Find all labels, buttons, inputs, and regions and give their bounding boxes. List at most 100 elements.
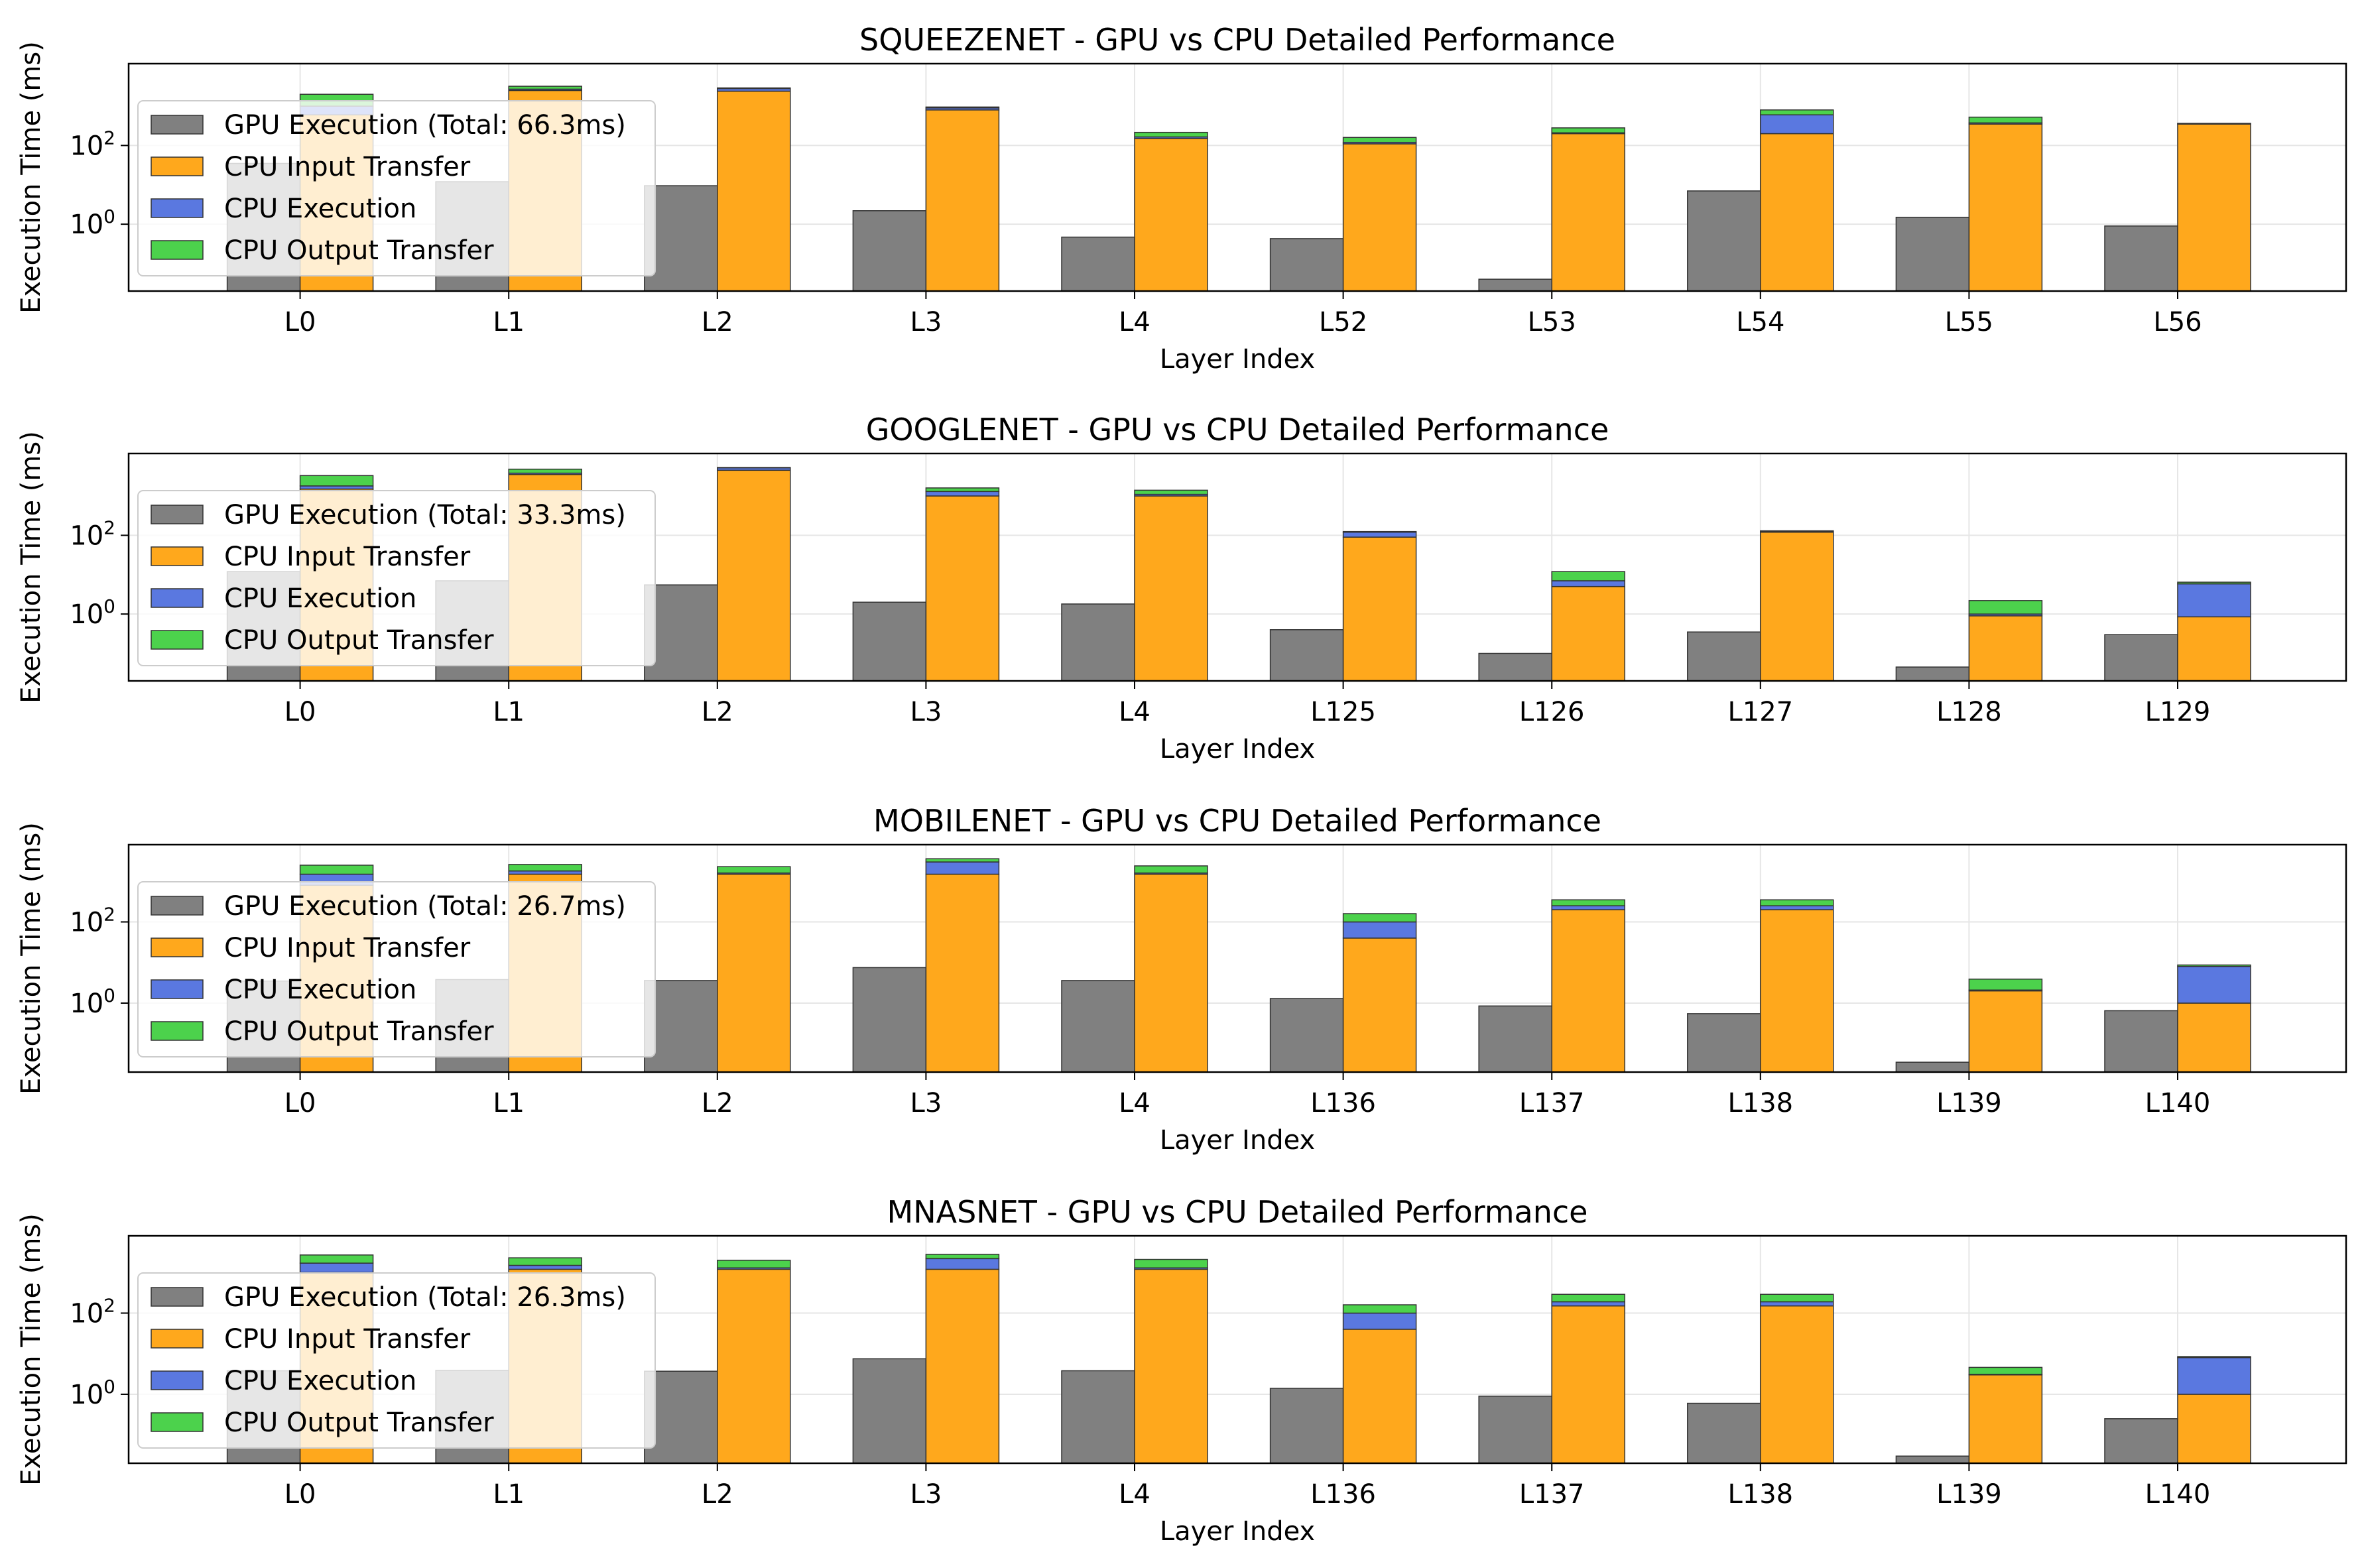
legend-label: CPU Execution xyxy=(224,1366,416,1396)
bar-gpu xyxy=(2104,634,2178,682)
x-tick-label: L3 xyxy=(910,1088,942,1118)
bar-cpu-output xyxy=(2177,964,2251,967)
chart-panel-2: MOBILENET - GPU vs CPU Detailed Performa… xyxy=(16,803,2347,1156)
x-tick-label: L54 xyxy=(1736,307,1784,337)
bar-cpu-input xyxy=(1760,531,1834,682)
plot-frame xyxy=(127,1235,2347,1465)
legend-swatch xyxy=(151,979,204,999)
x-tick-label: L125 xyxy=(1310,697,1376,727)
chart-title: GOOGLENET - GPU vs CPU Detailed Performa… xyxy=(866,412,1609,448)
bar-gpu xyxy=(1687,631,1761,682)
bar-gpu xyxy=(1061,603,1135,682)
bar-cpu-input xyxy=(1342,536,1417,682)
bar-cpu-input xyxy=(1760,909,1834,1073)
x-tick-label: L128 xyxy=(1936,697,2002,727)
bar-cpu-input xyxy=(1134,138,1208,292)
y-tick-label: 100 xyxy=(70,206,115,240)
bar-gpu xyxy=(852,1358,927,1464)
bar-gpu xyxy=(1269,1388,1344,1464)
y-tick-label: 100 xyxy=(70,1376,115,1410)
x-tick-label: L55 xyxy=(1945,307,1993,337)
legend-label: CPU Execution xyxy=(224,194,416,224)
bar-gpu xyxy=(1061,236,1135,292)
legend-swatch xyxy=(151,896,204,916)
bar-cpu-input xyxy=(1968,615,2043,682)
bar-cpu-output xyxy=(1134,865,1208,874)
legend: GPU Execution (Total: 33.3ms) CPU Input T… xyxy=(137,490,656,666)
y-tick-label: 102 xyxy=(70,904,115,938)
bar-cpu-output xyxy=(1760,530,1834,532)
x-tick-label: L2 xyxy=(702,1479,733,1510)
x-tick-label: L1 xyxy=(493,307,525,337)
bar-gpu xyxy=(644,185,718,292)
legend-label: GPU Execution (Total: 26.3ms) xyxy=(224,1282,626,1313)
x-tick-label: L2 xyxy=(702,1088,733,1118)
bar-cpu-output xyxy=(1760,1294,1834,1303)
bar-gpu xyxy=(1478,652,1552,682)
legend-swatch xyxy=(151,588,204,608)
bar-cpu-output xyxy=(1968,116,2043,124)
x-axis-label: Layer Index xyxy=(1160,344,1315,375)
legend-swatch xyxy=(151,630,204,650)
legend-label: CPU Input Transfer xyxy=(224,1324,471,1355)
bar-gpu xyxy=(1478,1396,1552,1464)
legend-label: CPU Execution xyxy=(224,583,416,614)
bar-gpu xyxy=(1478,278,1552,292)
legend-label: CPU Output Transfer xyxy=(224,625,494,656)
x-tick-label: L4 xyxy=(1119,697,1151,727)
legend-box xyxy=(137,490,656,666)
legend-label: CPU Input Transfer xyxy=(224,152,471,182)
legend-swatch xyxy=(151,1329,204,1349)
bar-cpu-input xyxy=(717,469,791,682)
x-tick-label: L2 xyxy=(702,697,733,727)
legend-swatch xyxy=(151,156,204,176)
bar-gpu xyxy=(852,601,927,682)
bar-cpu-output xyxy=(1968,600,2043,615)
legend-box xyxy=(137,1272,656,1449)
legend-label: GPU Execution (Total: 33.3ms) xyxy=(224,500,626,530)
bar-gpu xyxy=(1061,980,1135,1073)
bar-cpu-exec xyxy=(2177,965,2251,1004)
x-tick-label: L139 xyxy=(1936,1479,2002,1510)
bar-gpu xyxy=(2104,225,2178,292)
legend-swatch xyxy=(151,1287,204,1307)
x-tick-label: L0 xyxy=(284,307,316,337)
legend: GPU Execution (Total: 26.3ms) CPU Input T… xyxy=(137,1272,656,1449)
plot-frame xyxy=(127,843,2347,1073)
bar-cpu-output xyxy=(1760,899,1834,906)
bar-cpu-output xyxy=(717,87,791,90)
bar-cpu-input xyxy=(1551,133,1625,292)
y-axis-label: Execution Time (ms) xyxy=(16,1213,46,1486)
bar-cpu-output xyxy=(1760,109,1834,115)
bar-gpu xyxy=(1895,216,1970,292)
x-tick-label: L56 xyxy=(2153,307,2202,337)
bar-gpu xyxy=(1895,666,1970,682)
x-tick-label: L0 xyxy=(284,1479,316,1510)
bar-cpu-output xyxy=(1134,1258,1208,1269)
bar-cpu-input xyxy=(1134,495,1208,682)
x-tick-label: L4 xyxy=(1119,1088,1151,1118)
bar-cpu-output xyxy=(508,86,582,90)
chart-panel-1: GOOGLENET - GPU vs CPU Detailed Performa… xyxy=(16,412,2347,764)
bar-cpu-input xyxy=(925,1268,1000,1464)
legend-swatch xyxy=(151,115,204,135)
x-tick-label: L53 xyxy=(1528,307,1576,337)
x-tick-label: L136 xyxy=(1310,1479,1376,1510)
chart-title: MOBILENET - GPU vs CPU Detailed Performa… xyxy=(873,803,1601,839)
bar-cpu-exec xyxy=(1760,905,1834,910)
bar-gpu xyxy=(1061,1370,1135,1464)
bar-cpu-output xyxy=(1342,1304,1417,1314)
legend-swatch xyxy=(151,1412,204,1432)
x-tick-label: L138 xyxy=(1727,1088,1793,1118)
bar-cpu-exec xyxy=(925,1258,1000,1270)
bar-cpu-input xyxy=(1760,1305,1834,1464)
bar-cpu-input xyxy=(1551,1305,1625,1464)
y-axis-label: Execution Time (ms) xyxy=(16,431,46,703)
bar-cpu-input xyxy=(925,495,1000,682)
legend-swatch xyxy=(151,546,204,566)
bar-gpu xyxy=(1478,1005,1552,1073)
x-tick-label: L1 xyxy=(493,697,525,727)
bar-cpu-output xyxy=(2177,1356,2251,1358)
x-tick-label: L129 xyxy=(2145,697,2211,727)
